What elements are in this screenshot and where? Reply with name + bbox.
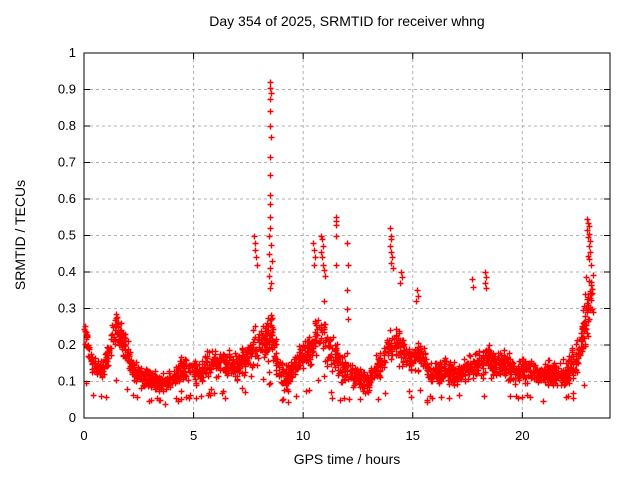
chart-title: Day 354 of 2025, SRMTID for receiver whn… [209, 13, 485, 29]
y-tick-label: 1 [69, 45, 76, 60]
x-tick-label: 10 [296, 428, 310, 443]
x-axis-label: GPS time / hours [293, 451, 401, 467]
y-tick-label: 0.5 [58, 228, 76, 243]
x-tick-label: 20 [515, 428, 529, 443]
y-tick-label: 0.9 [58, 82, 76, 97]
y-tick-label: 0.6 [58, 191, 76, 206]
x-tick-label: 0 [80, 428, 87, 443]
y-tick-label: 0.1 [58, 374, 76, 389]
x-tick-label: 5 [190, 428, 197, 443]
y-tick-label: 0.7 [58, 155, 76, 170]
data-markers [81, 79, 597, 408]
y-tick-label: 0.3 [58, 301, 76, 316]
y-tick-label: 0.8 [58, 118, 76, 133]
y-tick-label: 0.2 [58, 337, 76, 352]
x-tick-label: 15 [406, 428, 420, 443]
y-tick-label: 0 [69, 410, 76, 425]
y-tick-label: 0.4 [58, 264, 76, 279]
